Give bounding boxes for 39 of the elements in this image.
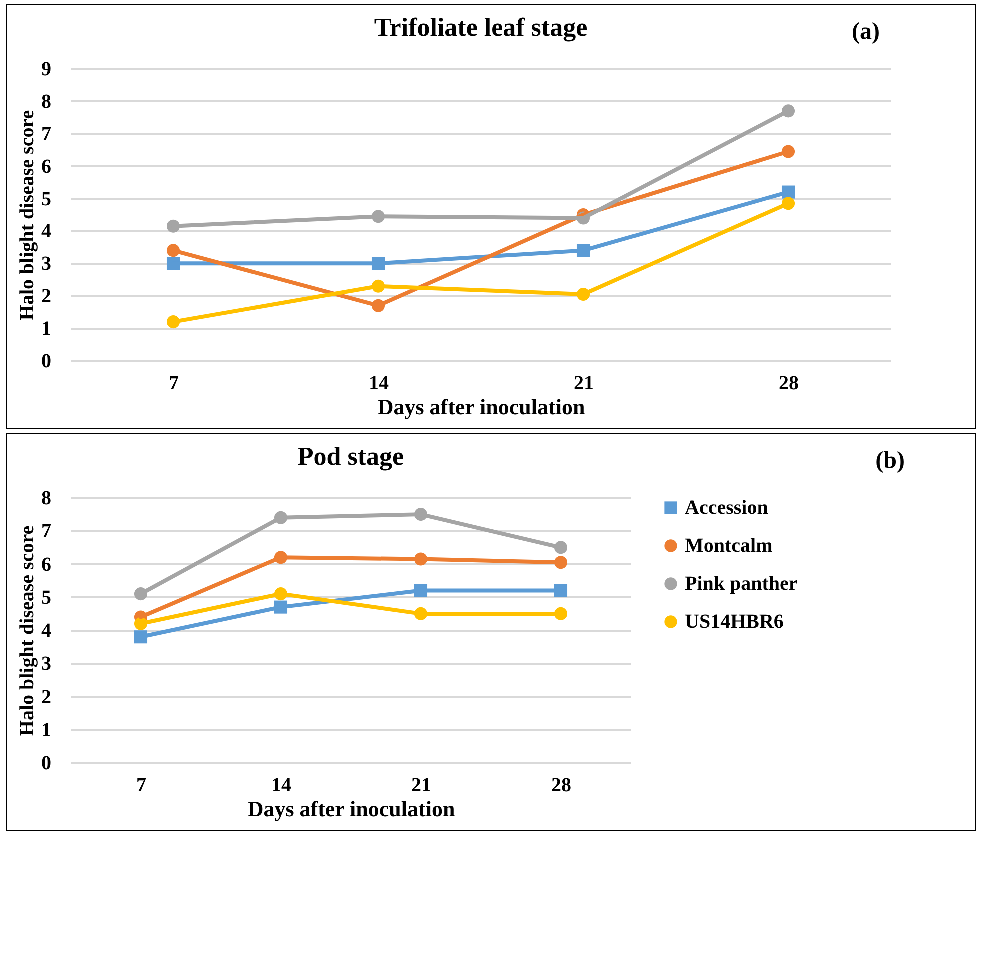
y-tick-label: 7	[42, 520, 52, 543]
y-tick-label: 1	[42, 719, 52, 742]
x-tick-label: 21	[574, 372, 594, 394]
legend-label: Pink panther	[685, 573, 798, 595]
y-tick-label: 6	[42, 156, 52, 178]
y-axis-title: Halo blight disease score	[16, 526, 38, 736]
x-axis-title: Days after inoculation	[248, 796, 456, 822]
x-tick-label: 7	[136, 774, 146, 796]
y-tick-label: 8	[42, 90, 52, 113]
y-axis-title: Halo blight disease score	[16, 110, 38, 321]
legend-label: Montcalm	[685, 535, 774, 557]
x-tick-label: 14	[369, 372, 389, 394]
y-tick-label: 7	[42, 123, 52, 146]
y-tick-label: 5	[42, 586, 52, 609]
y-tick-label: 1	[42, 318, 52, 340]
chart-title: Pod stage	[298, 442, 404, 471]
y-tick-label: 3	[42, 253, 52, 276]
y-tick-label: 6	[42, 554, 52, 576]
y-tick-label: 9	[42, 58, 52, 80]
y-tick-label: 4	[42, 220, 52, 243]
legend-label: US14HBR6	[685, 611, 784, 633]
y-tick-label: 2	[42, 286, 52, 308]
x-axis-title: Days after inoculation	[378, 394, 586, 420]
chart-title: Trifoliate leaf stage	[374, 13, 588, 42]
x-tick-label: 7	[169, 372, 179, 394]
y-tick-label: 4	[42, 620, 52, 642]
x-tick-label: 21	[412, 774, 432, 796]
x-tick-label: 14	[272, 774, 292, 796]
y-tick-label: 2	[42, 686, 52, 708]
legend-label: Accession	[685, 497, 768, 519]
x-tick-label: 28	[779, 372, 799, 394]
y-tick-label: 0	[42, 752, 52, 774]
y-tick-label: 0	[42, 350, 52, 372]
x-tick-label: 28	[552, 774, 572, 796]
text: (a)	[852, 19, 880, 46]
text: (b)	[876, 448, 905, 475]
y-tick-label: 3	[42, 653, 52, 676]
y-tick-label: 5	[42, 188, 52, 210]
y-tick-label: 8	[42, 488, 52, 510]
